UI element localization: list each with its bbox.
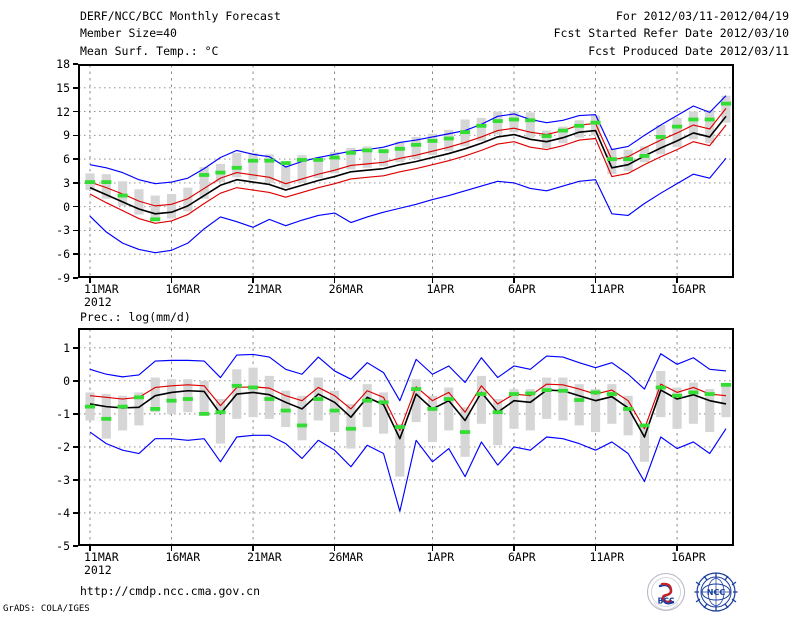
x-tick-label: 6APR [508,550,536,564]
precipitation-plot-frame [78,328,734,546]
svg-text:NCC: NCC [707,588,726,597]
x-tick-mark [594,546,597,551]
grads-credit: GrADS: COLA/IGES [3,604,90,614]
y-tick-label: 3 [63,175,70,190]
y-tick-mark [73,479,78,481]
temperature-plot-canvas [79,65,733,277]
x-tick-mark [333,546,336,551]
temp-panel-label: Mean Surf. Temp.: °C [80,44,219,58]
y-tick-label: 0 [63,199,70,214]
y-tick-label: -4 [56,505,70,520]
x-tick-mark [676,278,678,283]
x-tick-label: 11MAR [84,282,119,296]
precipitation-plot [78,328,734,546]
y-tick-label: -9 [56,271,70,285]
x-tick-label: 16MAR [165,550,201,564]
y-tick-mark [73,277,78,279]
y-tick-label: -3 [56,472,70,487]
x-tick-mark [676,546,678,551]
y-tick-label: 12 [56,104,70,119]
y-tick-mark [73,205,78,208]
y-tick-mark [73,446,78,448]
bcc-logo: BCC [646,572,686,612]
x-tick-mark [513,278,515,283]
y-tick-label: -5 [56,539,70,553]
y-tick-label: 18 [56,57,70,71]
y-tick-mark [73,86,78,89]
svg-text:BCC: BCC [658,597,675,606]
y-tick-mark [73,512,78,514]
x-tick-mark [431,546,434,551]
y-tick-mark [73,347,78,349]
y-tick-label: 0 [63,373,70,388]
y-tick-mark [73,158,78,160]
temperature-plot-frame [78,64,734,278]
logo-group: BCC NCC [645,572,750,612]
y-tick-mark [73,63,78,65]
precipitation-plot-canvas [79,329,733,545]
y-tick-mark [73,110,78,113]
y-tick-mark [73,380,78,382]
ncc-logo: NCC [694,572,738,612]
x-tick-mark [89,278,91,283]
temperature-plot [78,64,734,278]
x-tick-label: 26MAR [328,550,364,564]
y-tick-label: -3 [56,223,70,238]
y-tick-mark [73,545,78,547]
y-tick-mark [73,134,78,137]
y-tick-label: -6 [56,247,70,262]
x-tick-label: 1APR [426,550,455,564]
x-tick-mark [170,278,173,283]
y-tick-label: 6 [63,152,70,167]
x-tick-label: 16MAR [165,282,201,296]
y-tick-mark [73,413,78,415]
y-tick-label: 9 [63,128,70,143]
x-tick-mark [252,546,254,551]
y-tick-mark [73,182,78,184]
x-tick-label: 21MAR [247,550,282,564]
precip-panel-label: Prec.: log(mm/d) [80,310,191,324]
x-tick-mark [333,278,336,283]
y-tick-mark [73,229,78,232]
x-tick-mark [252,278,254,283]
x-tick-label: 21MAR [247,282,282,296]
forecast-produced-label: Fcst Produced Date 2012/03/11 [588,44,789,58]
x-tick-label: 11APR [589,282,625,296]
x-tick-label: 11MAR [84,550,119,564]
member-size-label: Member Size=40 [80,26,177,40]
x-tick-mark [431,278,434,283]
y-tick-label: -2 [56,439,70,454]
source-url[interactable]: http://cmdp.ncc.cma.gov.cn [80,584,261,598]
temperature-x-axis-year: 2012 [84,295,112,309]
x-tick-mark [170,546,173,551]
x-tick-mark [594,278,597,283]
y-tick-mark [73,253,78,256]
y-tick-label: 15 [56,80,70,95]
x-tick-label: 11APR [589,550,625,564]
x-tick-label: 1APR [426,282,455,296]
precipitation-x-axis-year: 2012 [84,563,112,577]
chart-title: DERF/NCC/BCC Monthly Forecast [80,9,281,23]
x-tick-label: 26MAR [328,282,364,296]
forecast-started-label: Fcst Started Refer Date 2012/03/10 [553,26,789,40]
y-tick-label: -1 [56,406,70,421]
x-tick-label: 16APR [671,550,706,564]
x-tick-mark [513,546,515,551]
forecast-range-label: For 2012/03/11-2012/04/19 [615,9,789,23]
x-tick-mark [89,546,91,551]
x-tick-label: 16APR [671,282,706,296]
x-tick-label: 6APR [508,282,536,296]
y-tick-label: 1 [63,340,70,355]
